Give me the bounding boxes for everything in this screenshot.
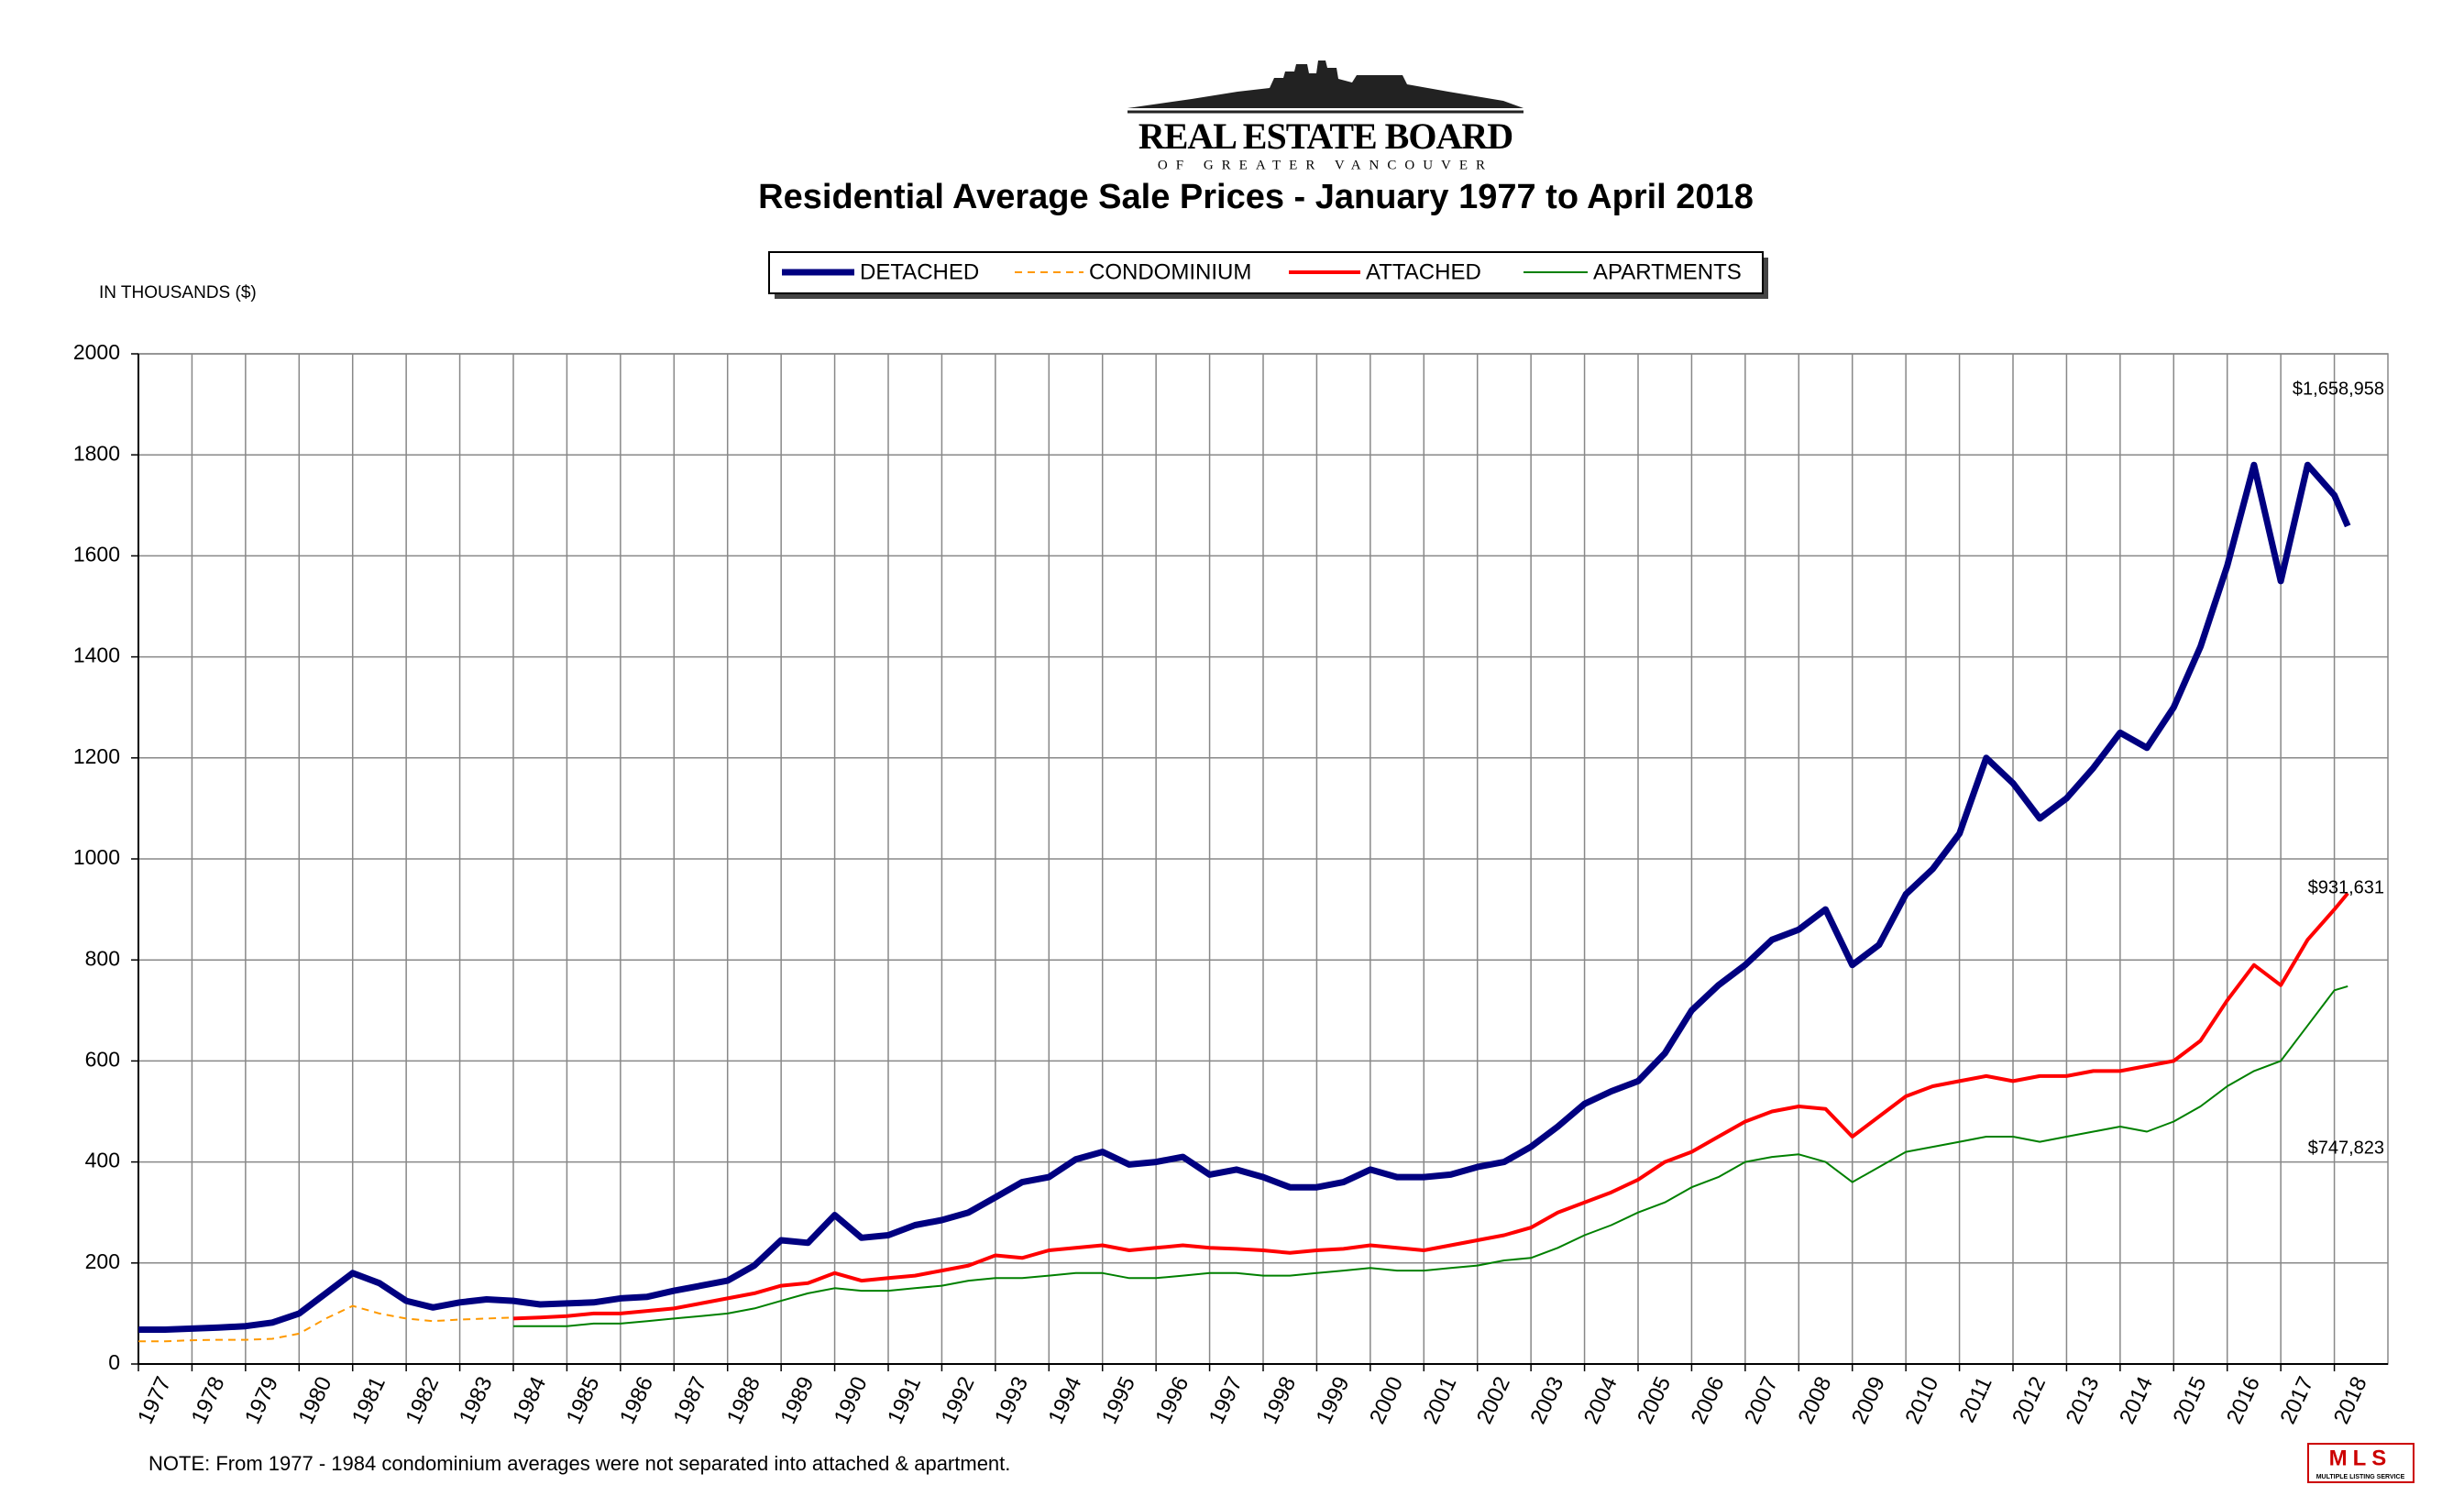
legend-label: CONDOMINIUM (1089, 259, 1251, 284)
y-tick-label: 800 (85, 946, 120, 970)
x-tick-label: 1982 (401, 1373, 444, 1428)
y-tick-label: 600 (85, 1047, 120, 1071)
x-tick-label: 2008 (1793, 1373, 1836, 1428)
series-line (512, 892, 2349, 1321)
x-tick-label: 2013 (2062, 1373, 2105, 1428)
x-tick-label: 2018 (2329, 1373, 2372, 1428)
note: NOTE: From 1977 - 1984 condominium avera… (148, 1452, 1010, 1475)
x-tick-label: 1993 (990, 1373, 1033, 1428)
x-tick-label: 1983 (455, 1373, 498, 1428)
end-label: $931,631 (2308, 877, 2384, 897)
x-tick-label: 2006 (1687, 1373, 1730, 1428)
logo-title: REAL ESTATE BOARD (1138, 116, 1512, 157)
mls-frame (2307, 1443, 2414, 1483)
x-tick-label: 2000 (1365, 1373, 1408, 1428)
x-tick-label: 2017 (2275, 1373, 2318, 1428)
x-tick-label: 1985 (562, 1373, 605, 1428)
legend: DETACHED CONDOMINIUM ATTACHED APARTMENTS (768, 251, 1768, 299)
y-tick-label: 0 (108, 1350, 120, 1374)
mls-caption: MULTIPLE LISTING SERVICE (2316, 1474, 2405, 1480)
x-tick-label: 1988 (722, 1373, 765, 1428)
x-tick-label: 2001 (1418, 1373, 1461, 1428)
x-tick-label: 1984 (508, 1373, 551, 1428)
x-tick-label: 1977 (133, 1373, 176, 1428)
series-line (513, 984, 2348, 1327)
legend-box (768, 251, 1764, 294)
y-tick-label: 1200 (73, 744, 120, 768)
x-tick-label: 1990 (830, 1373, 873, 1428)
x-tick-label: 2003 (1525, 1373, 1568, 1428)
x-tick-label: 1989 (776, 1373, 819, 1428)
x-tick-label: 2009 (1847, 1373, 1890, 1428)
y-tick-label: 1000 (73, 845, 120, 869)
y-axis-label: IN THOUSANDS ($) (99, 283, 257, 302)
x-tick-label: 2015 (2168, 1373, 2211, 1428)
x-tick-label: 1995 (1097, 1373, 1140, 1428)
x-tick-label: 1986 (615, 1373, 658, 1428)
x-tick-label: 2005 (1633, 1373, 1676, 1428)
legend-label: DETACHED (860, 259, 979, 284)
logo: REAL ESTATE BOARD OF GREATER VANCOUVER (1128, 60, 1524, 172)
x-tick-label: 1994 (1043, 1373, 1086, 1428)
logo-subtitle: OF GREATER VANCOUVER (1158, 158, 1493, 172)
mls-logo: MLS MULTIPLE LISTING SERVICE (2307, 1443, 2414, 1483)
x-tick-label: 1997 (1204, 1373, 1248, 1428)
x-tick-label: 2004 (1579, 1373, 1622, 1428)
series-line (138, 1304, 514, 1343)
x-tick-label: 1999 (1312, 1373, 1355, 1428)
y-tick-label: 1800 (73, 441, 120, 465)
y-tick-label: 1600 (73, 542, 120, 566)
y-tick-label: 400 (85, 1149, 120, 1172)
x-tick-label: 1987 (668, 1373, 711, 1428)
x-tick-label: 2010 (1900, 1373, 1943, 1428)
x-tick-label: 1979 (240, 1373, 283, 1428)
x-tick-label: 1991 (883, 1373, 926, 1428)
legend-label: APARTMENTS (1593, 259, 1742, 284)
x-tick-label: 1978 (187, 1373, 230, 1428)
mls-logo-text: MLS (2329, 1446, 2392, 1470)
x-tick-label: 2014 (2115, 1373, 2158, 1428)
chart-title: Residential Average Sale Prices - Januar… (758, 178, 1754, 216)
y-tick-label: 2000 (73, 340, 120, 364)
x-tick-label: 1981 (347, 1373, 390, 1428)
x-tick-label: 1996 (1150, 1373, 1194, 1428)
legend-label: ATTACHED (1366, 259, 1481, 284)
x-tick-label: 2007 (1740, 1373, 1783, 1428)
y-tick-label: 200 (85, 1249, 120, 1273)
x-tick-label: 1980 (293, 1373, 336, 1428)
x-tick-label: 2002 (1472, 1373, 1515, 1428)
x-tick-label: 2016 (2222, 1373, 2265, 1428)
end-label: $1,658,958 (2293, 379, 2384, 399)
end-label: $747,823 (2308, 1138, 2384, 1158)
y-tick-label: 1400 (73, 644, 120, 667)
logo-skyline (1128, 60, 1524, 108)
x-tick-label: 2011 (1954, 1373, 1996, 1426)
x-tick-label: 1992 (937, 1373, 980, 1428)
x-tick-label: 1998 (1258, 1373, 1301, 1428)
x-tick-label: 2012 (2008, 1373, 2051, 1428)
series-line (138, 461, 2351, 1333)
